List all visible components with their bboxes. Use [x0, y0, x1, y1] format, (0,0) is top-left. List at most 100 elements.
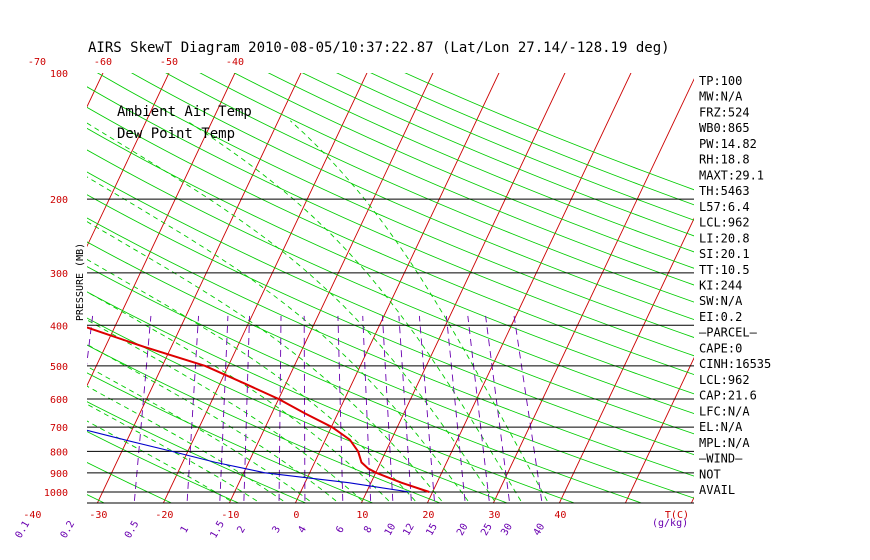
- top-temperature-tick-label: -40: [226, 57, 244, 68]
- index-value: SW:N/A: [699, 294, 743, 308]
- mixing-ratio-tick-label: 1: [179, 524, 192, 535]
- index-value: —WIND—: [699, 452, 743, 466]
- index-value: —PARCEL—: [699, 326, 758, 340]
- dry-adiabat-line: [87, 431, 240, 503]
- mixing-ratio-line: [382, 315, 394, 501]
- pressure-tick-label: 800: [50, 447, 68, 458]
- index-value: MW:N/A: [699, 90, 743, 104]
- mixing-ratio-tick-label: 15: [424, 522, 440, 538]
- bottom-temperature-tick-label: -40: [23, 510, 41, 521]
- mixing-ratio-tick-label: 10: [383, 522, 399, 538]
- dry-adiabat-line: [267, 73, 694, 253]
- moist-adiabat-line: [87, 420, 231, 502]
- dry-adiabat-line: [87, 171, 694, 435]
- index-value: AVAIL: [699, 483, 735, 497]
- top-temperature-tick-label: -50: [160, 57, 178, 68]
- mixing-ratio-line: [445, 315, 466, 501]
- moist-adiabat-line: [87, 122, 495, 502]
- bottom-temperature-tick-label: -30: [89, 510, 107, 521]
- dry-adiabat-line: [87, 217, 694, 477]
- mixing-ratio-tick-label: 30: [499, 522, 515, 538]
- mixing-ratio-tick-label: 1.5: [208, 519, 227, 540]
- index-value: TP:100: [699, 74, 742, 88]
- pressure-tick-label: 400: [50, 321, 68, 332]
- axis-tick-labels: 1002003004005006007008009001000-120-110-…: [14, 57, 689, 540]
- pressure-tick-label: 500: [50, 362, 68, 373]
- dry-adiabat-line: [87, 194, 694, 456]
- pressure-tick-label: 100: [50, 69, 68, 80]
- top-temperature-tick-label: -70: [28, 57, 46, 68]
- pressure-tick-label: 300: [50, 269, 68, 280]
- index-value: LI:20.8: [699, 231, 750, 245]
- dry-adiabat-line: [87, 372, 375, 503]
- mixing-ratio-tick-label: 40: [532, 522, 548, 538]
- dry-adiabat-line: [404, 73, 694, 191]
- mixing-ratio-line: [337, 315, 344, 501]
- mixing-ratio-tick-label: 25: [479, 522, 495, 538]
- mixing-ratio-unit-label: (g/kg): [652, 518, 688, 529]
- mixing-ratio-line: [398, 315, 412, 501]
- dry-adiabat-line: [165, 73, 694, 303]
- background-grid: [87, 73, 694, 503]
- profile-curves: [87, 326, 430, 493]
- moist-adiabat-line: [186, 120, 522, 502]
- index-value: L57:6.4: [699, 200, 750, 214]
- mixing-ratio-line: [418, 315, 435, 501]
- dry-adiabat-line: [87, 127, 694, 395]
- dry-adiabat-line: [131, 73, 694, 321]
- index-value: KI:244: [699, 278, 742, 292]
- mixing-ratio-line: [303, 315, 306, 501]
- dry-adiabat-line: [336, 73, 694, 221]
- index-value: EL:N/A: [699, 420, 743, 434]
- isotherm-line: [426, 73, 632, 503]
- bottom-temperature-tick-label: 30: [488, 510, 500, 521]
- index-value: MAXT:29.1: [699, 168, 764, 182]
- dry-adiabat-line: [87, 401, 307, 503]
- temperature-unit-label: T(C): [665, 510, 689, 521]
- isotherm-line: [360, 73, 566, 503]
- dry-adiabat-line: [233, 73, 694, 269]
- moist-adiabat-line: [87, 365, 310, 502]
- mixing-ratio-tick-label: 2: [235, 524, 248, 535]
- mixing-ratio-tick-label: 20: [455, 522, 471, 538]
- chart-title: AIRS SkewT Diagram 2010-08-05/10:37:22.8…: [88, 40, 670, 56]
- bottom-temperature-tick-label: 40: [554, 510, 566, 521]
- mixing-ratio-line: [219, 315, 229, 501]
- dry-adiabat-line: [370, 73, 694, 206]
- mixing-ratio-tick-label: 6: [334, 524, 347, 535]
- isotherm-line: [492, 78, 694, 503]
- dry-adiabat-line: [301, 73, 694, 237]
- mixing-ratio-line: [186, 315, 199, 501]
- index-value: RH:18.8: [699, 153, 750, 167]
- legend-dew-point-temp: Dew Point Temp: [117, 126, 235, 142]
- y-axis-label: PRESSURE (MB): [75, 243, 86, 321]
- index-value: CAPE:0: [699, 341, 742, 355]
- isotherm-line: [162, 73, 368, 503]
- dry-adiabat-line: [87, 266, 643, 503]
- index-value: CINH:16535: [699, 357, 771, 371]
- moist-adiabat-line: [289, 120, 548, 502]
- moist-adiabat-line: [87, 403, 258, 502]
- index-value: PW:14.82: [699, 137, 757, 151]
- dry-adiabat-line: [96, 73, 694, 338]
- ambient-air-temp-line: [87, 326, 430, 493]
- bottom-temperature-tick-label: -20: [155, 510, 173, 521]
- bottom-temperature-tick-label: 20: [422, 510, 434, 521]
- index-value: MPL:N/A: [699, 436, 750, 450]
- moist-adiabat-line: [87, 221, 442, 502]
- dry-adiabat-line: [87, 86, 694, 357]
- bottom-temperature-tick-label: -10: [221, 510, 239, 521]
- dry-adiabat-line: [87, 241, 694, 499]
- mixing-ratio-line: [278, 315, 282, 501]
- mixing-ratio-tick-label: 0.1: [14, 519, 33, 540]
- index-value: SI:20.1: [699, 247, 750, 261]
- dry-adiabat-line: [87, 106, 694, 376]
- dry-adiabat-line: [87, 149, 694, 415]
- index-value: EI:0.2: [699, 310, 742, 324]
- mixing-ratio-tick-label: 0.5: [123, 519, 142, 540]
- mixing-ratio-tick-label: 4: [296, 524, 309, 535]
- index-value: FRZ:524: [699, 105, 750, 119]
- isotherm-line: [96, 73, 302, 503]
